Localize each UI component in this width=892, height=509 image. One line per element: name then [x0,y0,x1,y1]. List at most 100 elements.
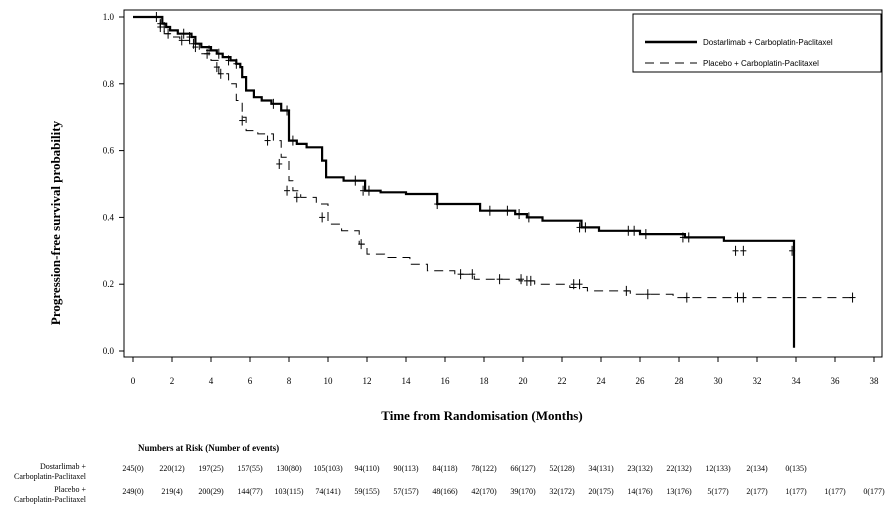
risk-cell-dostarlimab: 105(103) [313,464,343,473]
risk-cell-placebo: 103(115) [274,487,304,496]
x-tick-label: 0 [131,376,136,386]
censor-mark-placebo [276,158,283,169]
censor-mark-dostarlimab [789,245,796,256]
censor-mark-placebo [293,192,300,203]
x-axis: 0 2 4 6 8 10 12 14 16 18 20 22 24 26 28 30 32 34 36 38 [131,357,879,386]
risk-cell-dostarlimab: 34(131) [588,464,614,473]
censor-mark-placebo [623,285,630,296]
censor-mark-placebo [469,269,476,280]
risk-cell-placebo: 42(170) [471,487,497,496]
x-tick-label: 14 [402,376,412,386]
risk-cell-dostarlimab: 22(132) [666,464,692,473]
x-tick-label: 6 [248,376,253,386]
x-tick-label: 32 [753,376,762,386]
censor-mark-placebo [284,185,291,196]
risk-cell-dostarlimab: 220(12) [159,464,185,473]
risk-cell-dostarlimab: 23(132) [627,464,653,473]
censor-mark-placebo [165,28,172,39]
y-tick-label: 0.4 [103,212,115,222]
censor-mark-placebo [457,269,464,280]
censor-mark-placebo [576,279,583,290]
censor-mark-dostarlimab [740,245,747,256]
x-tick-label: 16 [441,376,451,386]
x-tick-label: 30 [714,376,724,386]
risk-cell-dostarlimab: 94(110) [354,464,380,473]
censor-mark-dostarlimab [365,185,372,196]
censor-mark-dostarlimab [270,98,277,109]
risk-cell-dostarlimab: 66(127) [510,464,536,473]
censor-mark-dostarlimab [685,232,692,243]
km-chart: 0.00.20.40.60.81.0 0 2 4 6 8 10 12 14 16 18 20 22 24… [48,9,883,423]
censor-mark-placebo [849,292,856,303]
x-tick-label: 18 [480,376,490,386]
x-tick-label: 10 [324,376,334,386]
series-layer [133,12,856,348]
x-tick-label: 26 [636,376,646,386]
censor-mark-placebo [239,115,246,126]
x-axis-title: Time from Randomisation (Months) [381,408,582,423]
censor-mark-placebo [740,292,747,303]
censor-mark-placebo [644,289,651,300]
censor-mark-dostarlimab [486,205,493,216]
y-axis: 0.0 0.2 0.4 0.6 0.8 1.0 [103,12,124,356]
risk-row-label-dostarlimab: Dostarlimab + Carboplatin-Paclitaxel [14,462,86,481]
censor-mark-placebo [264,135,271,146]
censor-mark-dostarlimab [180,28,187,39]
curve-placebo [133,16,853,299]
risk-cell-placebo: 13(176) [666,487,692,496]
risk-cell-placebo: 20(175) [588,487,614,496]
risk-cell-dostarlimab: 2(134) [746,464,768,473]
risk-cell-dostarlimab: 90(113) [393,464,419,473]
risk-cell-dostarlimab: 52(128) [549,464,575,473]
risk-cell-placebo: 14(176) [627,487,653,496]
plot-area [123,9,883,358]
censor-mark-dostarlimab [732,245,739,256]
risk-cell-dostarlimab: 197(25) [198,464,224,473]
risk-cell-dostarlimab: 130(80) [276,464,302,473]
y-axis-title: Progression-free survival probability [48,120,63,325]
censor-mark-dostarlimab [284,105,291,116]
y-tick-label: 1.0 [103,12,115,22]
risk-cell-placebo: 0(177) [863,487,885,496]
x-tick-label: 36 [831,376,841,386]
censor-mark-dostarlimab [233,58,240,69]
x-tick-label: 28 [675,376,685,386]
legend-label-placebo: Placebo + Carboplatin-Paclitaxel [703,59,819,68]
censor-mark-placebo [358,239,365,250]
risk-cell-placebo: 1(177) [824,487,846,496]
censor-mark-dostarlimab [352,175,359,186]
censor-mark-placebo [178,35,185,46]
risk-cell-placebo: 48(166) [432,487,458,496]
censor-mark-placebo [527,275,534,286]
risk-cell-placebo: 144(77) [237,487,263,496]
censor-mark-placebo [683,292,690,303]
censor-mark-placebo [518,274,525,285]
risk-cell-placebo: 59(155) [354,487,380,496]
risk-cell-placebo: 39(170) [510,487,536,496]
risk-cell-placebo: 57(157) [393,487,419,496]
censor-mark-placebo [204,48,211,59]
risk-cell-dostarlimab: 78(122) [471,464,497,473]
y-tick-label: 0.0 [103,346,115,356]
censor-mark-dostarlimab [625,225,632,236]
risk-cell-placebo: 200(29) [198,487,224,496]
censor-mark-placebo [570,279,577,290]
x-tick-label: 24 [597,376,607,386]
risk-cell-placebo: 5(177) [707,487,729,496]
legend: Dostarlimab + Carboplatin-Paclitaxel Pla… [632,13,882,73]
risk-cell-dostarlimab: 245(0) [122,464,144,473]
censor-mark-dostarlimab [225,55,232,66]
censor-mark-dostarlimab [215,48,222,59]
x-tick-label: 2 [170,376,175,386]
censor-mark-placebo [192,42,199,53]
risk-cell-placebo: 74(141) [315,487,341,496]
legend-label-dostarlimab: Dostarlimab + Carboplatin-Paclitaxel [703,38,833,47]
censor-mark-placebo [734,292,741,303]
x-tick-label: 34 [792,376,802,386]
censor-mark-placebo [319,212,326,223]
risk-cell-placebo: 219(4) [161,487,183,496]
x-tick-label: 8 [287,376,292,386]
censor-mark-dostarlimab [289,135,296,146]
risk-cell-placebo: 1(177) [785,487,807,496]
risk-table: Numbers at Risk (Number of events) Dosta… [0,440,892,509]
